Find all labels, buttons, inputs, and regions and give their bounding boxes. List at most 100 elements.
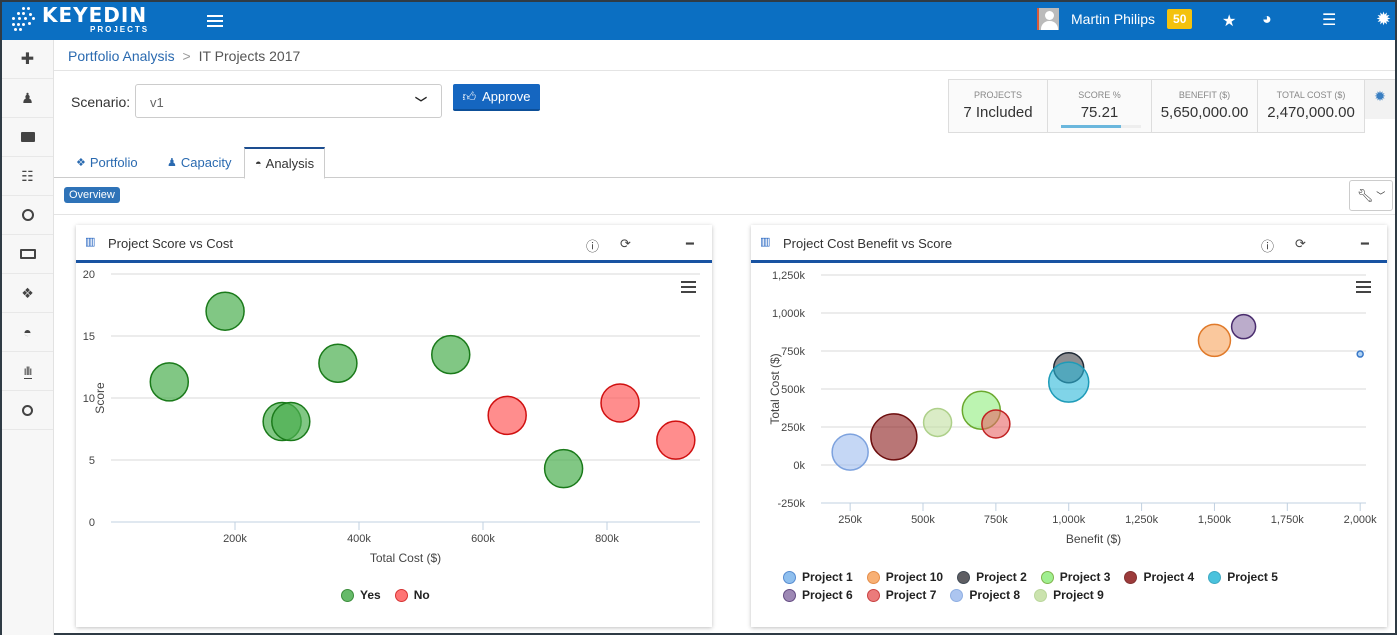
legend-marker: [866, 570, 880, 584]
data-point-project-5[interactable]: [1047, 361, 1090, 403]
y-tick-label: -250k: [777, 498, 805, 510]
panel-title: Project Score vs Cost: [108, 236, 233, 251]
plus-icon: ✚: [20, 51, 35, 68]
data-point-project-6[interactable]: [1230, 313, 1257, 340]
briefcase-icon: [20, 132, 35, 142]
data-point-project-10[interactable]: [1197, 323, 1232, 358]
star-icon[interactable]: ★: [1222, 13, 1237, 30]
data-point-no[interactable]: [600, 383, 640, 423]
stats-settings-button[interactable]: ✹: [1365, 79, 1395, 119]
y-tick-label: 20: [83, 269, 95, 281]
overview-button[interactable]: Overview: [64, 187, 120, 203]
gear-icon: ✹: [1374, 88, 1386, 104]
legend-marker: [1124, 570, 1138, 584]
data-point-no[interactable]: [656, 420, 696, 460]
chart-menu-icon[interactable]: [681, 281, 696, 296]
chart-menu-icon[interactable]: [1356, 281, 1371, 296]
data-point-project-1[interactable]: [1356, 350, 1364, 358]
breadcrumb-parent-link[interactable]: Portfolio Analysis: [68, 48, 175, 64]
sidebar-item-search[interactable]: [2, 391, 53, 430]
legend-item-project-5[interactable]: Project 5: [1208, 568, 1278, 586]
x-tick-label: 750k: [984, 514, 1008, 526]
legend-item-project-1[interactable]: Project 1: [783, 568, 853, 586]
legend-label: Project 1: [802, 570, 853, 584]
data-point-yes[interactable]: [271, 401, 311, 442]
sidebar-item-reports[interactable]: ıllı: [2, 352, 53, 391]
user-menu[interactable]: Martin Philips 50: [1037, 8, 1193, 30]
legend-item-project-9[interactable]: Project 9: [1034, 586, 1104, 604]
data-point-yes[interactable]: [149, 362, 190, 402]
data-point-project-4[interactable]: [870, 413, 918, 461]
data-point-yes[interactable]: [318, 343, 358, 384]
sidebar-item-settings[interactable]: ☷: [2, 157, 53, 196]
chart-legend: Yes No: [341, 586, 444, 604]
stat-value: 2,470,000.00: [1267, 104, 1355, 121]
legend-item-yes[interactable]: Yes: [341, 586, 381, 604]
legend-item-project-8[interactable]: Project 8: [950, 586, 1020, 604]
avatar: [1037, 8, 1059, 30]
globe-icon[interactable]: ◕: [1262, 11, 1272, 28]
legend-item-project-10[interactable]: Project 10: [866, 568, 943, 586]
y-tick-label: 250k: [781, 422, 805, 434]
data-point-yes[interactable]: [543, 448, 584, 489]
x-tick-label: 1,250k: [1125, 514, 1159, 526]
legend-item-project-3[interactable]: Project 3: [1040, 568, 1110, 586]
stat-benefit: BENEFIT ($) 5,650,000.00: [1152, 80, 1258, 132]
legend-label: Project 6: [802, 588, 853, 602]
panel-header: ▥ Project Cost Benefit vs Score ⓘ ⟳ ━: [751, 225, 1387, 263]
list-icon[interactable]: ☰: [1322, 12, 1337, 29]
legend-item-no[interactable]: No: [394, 586, 430, 604]
y-tick-label: 500k: [781, 384, 805, 396]
chart-cost-benefit-vs-score: -250k 0k 250k 500k 750k 1,000k 1,250k 250k 500k 7…: [768, 270, 1377, 546]
data-point-project-7[interactable]: [981, 409, 1011, 439]
data-point-no[interactable]: [487, 395, 527, 436]
info-icon[interactable]: ⓘ: [586, 239, 600, 254]
x-axis-title: Total Cost ($): [370, 551, 441, 565]
y-tick-label: 10: [83, 393, 95, 405]
sidebar-item-projects[interactable]: [2, 118, 53, 157]
scenario-select[interactable]: v1 ﹀: [135, 84, 442, 118]
scenario-value: v1: [150, 95, 164, 110]
bar-chart-icon: ıllı: [23, 363, 33, 379]
data-point-yes[interactable]: [205, 291, 245, 331]
legend-item-project-4[interactable]: Project 4: [1124, 568, 1194, 586]
sidebar-item-resources[interactable]: ♟: [2, 79, 53, 118]
sidebar-item-portfolio[interactable]: ❖: [2, 274, 53, 313]
x-tick-label: 250k: [838, 514, 862, 526]
data-point-project-8[interactable]: [831, 433, 869, 471]
y-tick-label: 15: [83, 331, 95, 343]
legend-item-project-6[interactable]: Project 6: [783, 586, 853, 604]
logo[interactable]: KEYEDIN PROJECTS: [12, 5, 147, 37]
tools-dropdown-button[interactable]: 🔧︎ ﹀: [1349, 180, 1393, 211]
tab-portfolio[interactable]: ❖ Portfolio: [76, 147, 138, 178]
y-tick-label: 750k: [781, 346, 805, 358]
logo-icon: [12, 5, 38, 31]
data-point-yes[interactable]: [431, 334, 471, 375]
info-icon[interactable]: ⓘ: [1261, 239, 1275, 254]
tab-analysis[interactable]: ◓ Analysis: [244, 147, 326, 179]
minimize-icon[interactable]: ━: [686, 236, 694, 251]
dashboard-icon: ◓: [255, 157, 262, 170]
stat-value: 5,650,000.00: [1160, 104, 1249, 121]
notification-badge[interactable]: 50: [1167, 9, 1193, 29]
cubes-icon: ❖: [21, 284, 34, 301]
panel-cost-benefit-vs-score: ▥ Project Cost Benefit vs Score ⓘ ⟳ ━ -2…: [751, 225, 1387, 627]
approve-button[interactable]: 👍︎ Approve: [453, 84, 540, 111]
minimize-icon[interactable]: ━: [1361, 236, 1369, 251]
sidebar-item-time[interactable]: [2, 196, 53, 235]
refresh-icon[interactable]: ⟳: [620, 236, 631, 251]
thumbs-up-icon: 👍︎: [462, 88, 477, 104]
sidebar-item-finance[interactable]: [2, 235, 53, 274]
tab-capacity[interactable]: ♟ Capacity: [167, 147, 231, 178]
sidebar-item-add[interactable]: ✚: [2, 40, 53, 79]
sidebar-item-dashboard[interactable]: ◓: [2, 313, 53, 352]
legend-item-project-2[interactable]: Project 2: [957, 568, 1027, 586]
legend-label: Project 5: [1227, 570, 1278, 584]
x-tick-label: 1,500k: [1198, 514, 1232, 526]
menu-toggle-icon[interactable]: [207, 15, 223, 28]
y-axis-title: Total Cost ($): [768, 353, 782, 424]
data-point-project-9[interactable]: [922, 407, 953, 438]
legend-item-project-7[interactable]: Project 7: [866, 586, 936, 604]
refresh-icon[interactable]: ⟳: [1295, 236, 1306, 251]
gear-icon[interactable]: ✹: [1376, 9, 1392, 29]
